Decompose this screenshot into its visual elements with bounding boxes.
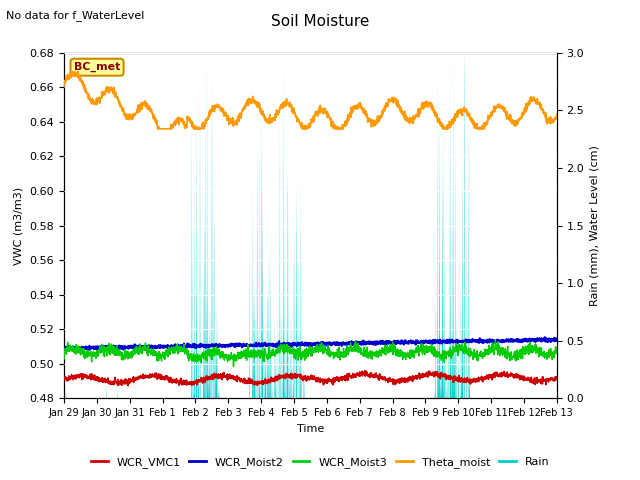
X-axis label: Time: Time <box>297 424 324 433</box>
Text: No data for f_WaterLevel: No data for f_WaterLevel <box>6 10 145 21</box>
Y-axis label: VWC (m3/m3): VWC (m3/m3) <box>14 187 24 264</box>
Y-axis label: Rain (mm), Water Level (cm): Rain (mm), Water Level (cm) <box>590 145 600 306</box>
Legend: WCR_VMC1, WCR_Moist2, WCR_Moist3, Theta_moist, Rain: WCR_VMC1, WCR_Moist2, WCR_Moist3, Theta_… <box>86 452 554 472</box>
Text: BC_met: BC_met <box>74 62 120 72</box>
Text: Soil Moisture: Soil Moisture <box>271 14 369 29</box>
